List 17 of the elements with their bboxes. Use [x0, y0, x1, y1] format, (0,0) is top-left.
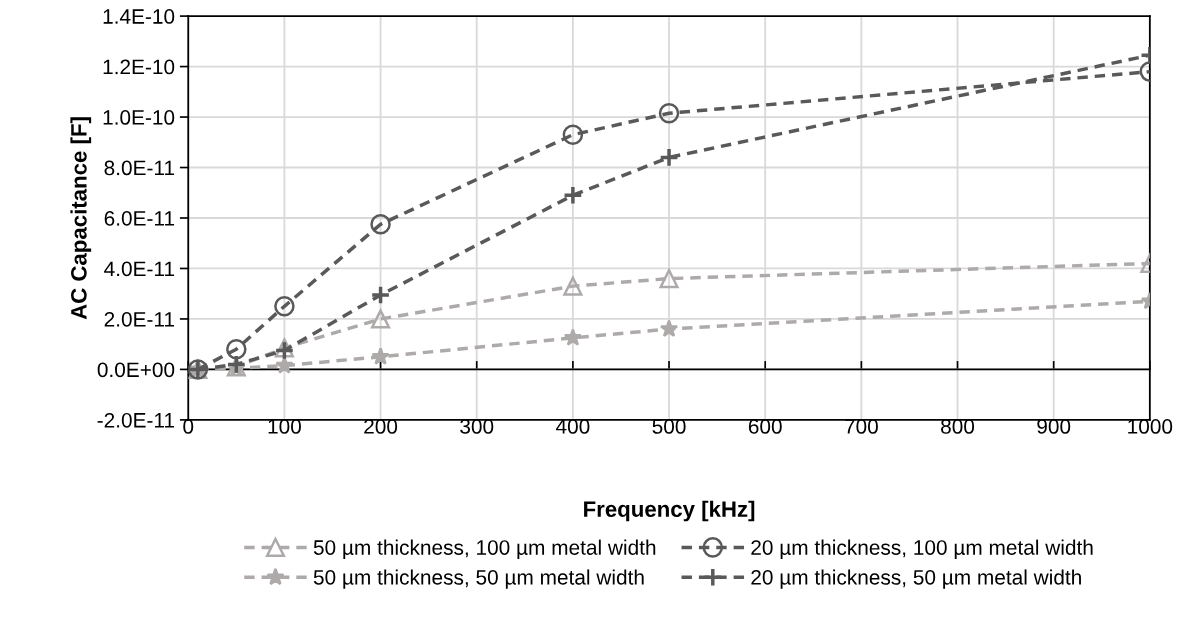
y-tick-label: 1.2E-10 [103, 59, 175, 75]
legend-label: 50 µm thickness, 50 µm metal width [313, 569, 644, 589]
y-tick-label: 0.0E+00 [97, 362, 175, 378]
x-tick-label: 1000 [1128, 419, 1173, 434]
x-tick-label: 0 [183, 419, 194, 434]
y-tick-label: 4.0E-11 [104, 261, 175, 277]
legend-label: 20 µm thickness, 50 µm metal width [751, 569, 1081, 589]
y-tick-label: 1.4E-10 [103, 9, 175, 24]
legend-label: 50 µm thickness, 100 µm metal width [313, 539, 656, 560]
y-tick-label: 8.0E-11 [104, 160, 175, 176]
y-tick-label: 1.0E-10 [103, 110, 175, 125]
y-tick-label: 6.0E-11 [104, 211, 175, 226]
y-tick-label: 2.0E-11 [104, 311, 175, 327]
x-axis-title: Frequency [kHz] [584, 500, 755, 522]
y-axis-title: AC Capacitance [F] [70, 117, 92, 320]
y-tick-label: -2.0E-11 [97, 412, 175, 428]
legend-label: 20 µm thickness, 100 µm metal width [751, 539, 1093, 560]
